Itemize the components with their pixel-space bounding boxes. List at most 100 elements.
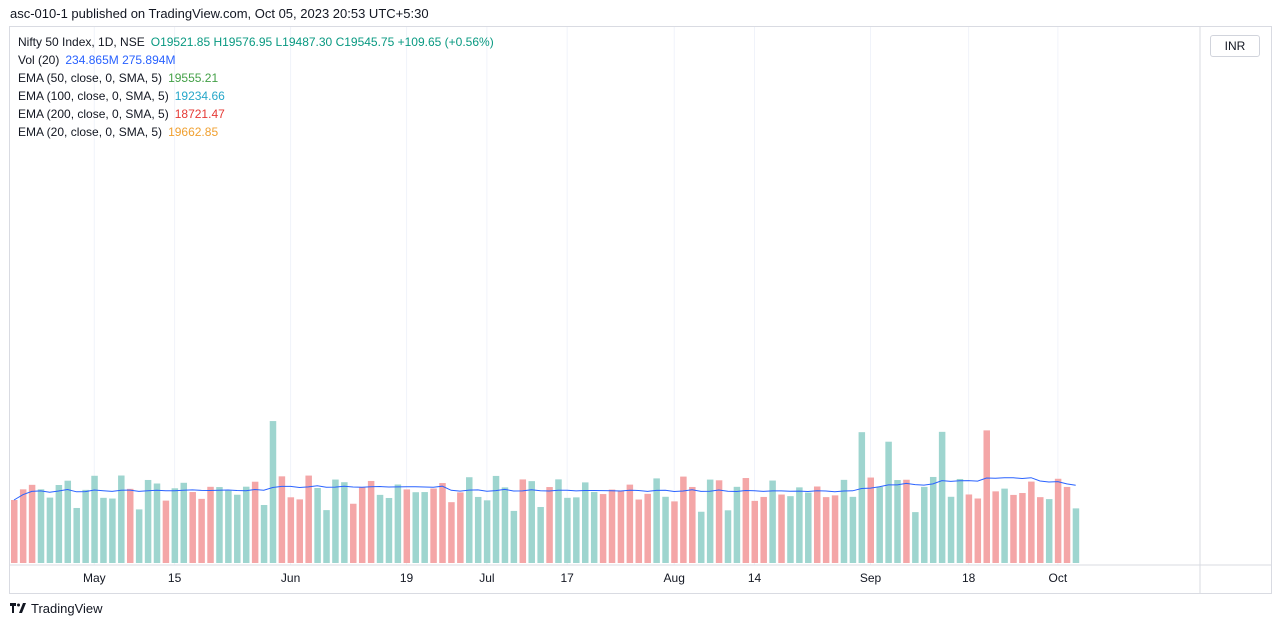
volume-bar bbox=[323, 510, 330, 563]
volume-bar bbox=[805, 492, 812, 563]
volume-bar bbox=[974, 498, 982, 563]
axes: 16750.0017000.0017250.0017500.0017750.00… bbox=[10, 27, 1272, 594]
volume-bar bbox=[608, 489, 616, 563]
volume-bar bbox=[947, 496, 955, 563]
volume-bar bbox=[582, 482, 589, 563]
volume-bar bbox=[171, 488, 179, 563]
volume-bar bbox=[1019, 493, 1026, 563]
volume-bar bbox=[37, 489, 45, 563]
volume-bar bbox=[876, 486, 883, 563]
tradingview-icon bbox=[10, 603, 26, 613]
x-tick-label: Sep bbox=[860, 571, 882, 585]
volume-bar bbox=[1028, 481, 1035, 563]
volume-bar bbox=[715, 480, 723, 563]
legend-label: Nifty 50 Index, 1D, NSE bbox=[18, 35, 145, 49]
volume-bar bbox=[742, 478, 750, 563]
volume-bar bbox=[644, 493, 651, 563]
volume-bar bbox=[760, 496, 767, 563]
currency-button[interactable]: INR bbox=[1210, 35, 1260, 57]
volume-ma-line bbox=[13, 477, 1076, 501]
volume-bar bbox=[430, 488, 437, 563]
volume-bar bbox=[153, 483, 161, 563]
volume-bar bbox=[1045, 499, 1053, 563]
volume-bar bbox=[537, 506, 544, 563]
volume-bar bbox=[216, 487, 223, 563]
volume-bar bbox=[510, 510, 518, 563]
volume-bar bbox=[332, 479, 339, 563]
volume-bar bbox=[858, 432, 866, 563]
volume-bar bbox=[706, 479, 714, 563]
volume-bar bbox=[46, 497, 54, 563]
volume-bar bbox=[341, 482, 348, 563]
legend-value: 19234.66 bbox=[174, 89, 225, 103]
volume-bar bbox=[635, 499, 643, 563]
volume-bar bbox=[242, 486, 250, 563]
volume-bar bbox=[1037, 497, 1044, 563]
volume-bar bbox=[956, 478, 964, 563]
volume-bar bbox=[91, 475, 98, 563]
volume-bar bbox=[100, 497, 107, 563]
volume-bar bbox=[519, 479, 527, 563]
legend-row: EMA (200, close, 0, SMA, 5) 18721.47 bbox=[18, 105, 494, 123]
legend-value: 19662.85 bbox=[168, 125, 219, 139]
volume-bar bbox=[921, 486, 928, 563]
volume-bar bbox=[109, 498, 116, 563]
volume-bar bbox=[796, 487, 803, 563]
x-tick-label: Jul bbox=[479, 571, 494, 585]
volume-bar bbox=[358, 487, 366, 563]
volume-bar bbox=[421, 492, 428, 563]
volume-bar bbox=[885, 441, 892, 563]
volume-bar bbox=[28, 484, 36, 563]
volume-bar bbox=[439, 483, 446, 563]
volume-bar bbox=[733, 486, 741, 563]
volume-bar bbox=[350, 503, 357, 563]
volume-bar bbox=[867, 477, 874, 563]
volume-bar bbox=[903, 479, 910, 563]
volume-bar bbox=[813, 486, 821, 563]
volume-bar bbox=[278, 476, 286, 563]
legend-row: EMA (50, close, 0, SMA, 5) 19555.21 bbox=[18, 69, 494, 87]
gridlines bbox=[93, 27, 1059, 565]
legend-value: 18721.47 bbox=[174, 107, 225, 121]
volume-bar bbox=[314, 488, 321, 563]
volume-bar bbox=[251, 481, 259, 563]
volume-bar bbox=[144, 479, 152, 563]
volume-bar bbox=[849, 496, 857, 563]
volume-bar bbox=[198, 498, 205, 563]
volume-bar bbox=[840, 479, 848, 563]
volume-bars bbox=[11, 421, 1080, 563]
volume-bar bbox=[1063, 486, 1071, 563]
volume-bar bbox=[234, 494, 241, 563]
tradingview-logo[interactable]: TradingView bbox=[10, 601, 103, 616]
legend-row: Nifty 50 Index, 1D, NSE O19521.85 H19576.… bbox=[18, 33, 494, 51]
volume-bar bbox=[546, 487, 553, 563]
volume-bar bbox=[662, 496, 669, 563]
volume-bar bbox=[367, 480, 375, 563]
volume-bar bbox=[778, 494, 785, 563]
volume-bar bbox=[73, 507, 80, 563]
volume-bar bbox=[189, 492, 196, 563]
volume-bar bbox=[55, 485, 63, 563]
volume-bar bbox=[653, 478, 660, 563]
volume-bar bbox=[929, 476, 937, 563]
volume-bar bbox=[11, 500, 18, 563]
volume-bar bbox=[412, 492, 419, 563]
volume-bar bbox=[287, 497, 295, 563]
volume-bar bbox=[528, 481, 535, 563]
volume-bar bbox=[751, 500, 759, 563]
volume-bar bbox=[82, 489, 89, 563]
volume-bar bbox=[483, 500, 491, 563]
volume-bar bbox=[492, 475, 500, 563]
volume-bar bbox=[992, 491, 999, 563]
volume-bar bbox=[965, 494, 973, 563]
volume-bar bbox=[394, 484, 402, 563]
volume-bar bbox=[912, 512, 919, 563]
legend-value: 234.865M 275.894M bbox=[65, 53, 176, 67]
x-tick-label: 17 bbox=[560, 571, 574, 585]
volume-bar bbox=[126, 488, 134, 563]
volume-bar bbox=[162, 500, 170, 563]
volume-bar bbox=[385, 497, 393, 563]
legend-label: EMA (20, close, 0, SMA, 5) bbox=[18, 125, 163, 139]
legend-label: EMA (200, close, 0, SMA, 5) bbox=[18, 107, 169, 121]
